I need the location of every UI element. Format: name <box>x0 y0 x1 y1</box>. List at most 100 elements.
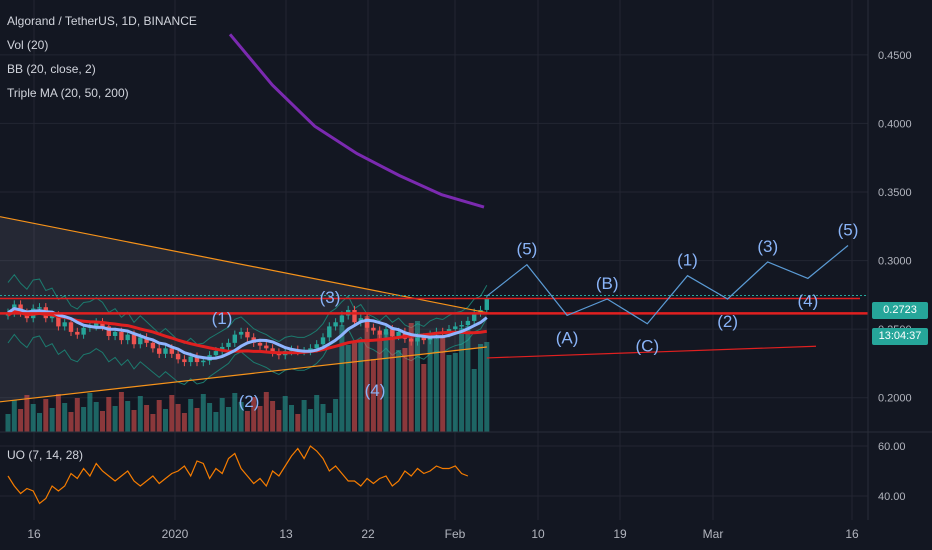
past-wave-label: (2) <box>239 392 260 411</box>
candle <box>453 326 458 330</box>
volume-bar <box>219 398 225 432</box>
volume-bar <box>295 414 301 432</box>
volume-bar <box>125 401 131 432</box>
volume-bar <box>68 412 74 432</box>
candle <box>163 348 168 354</box>
candle <box>169 348 174 354</box>
candle <box>213 351 219 356</box>
wave-label: (B) <box>596 274 619 293</box>
volume-bar <box>181 413 187 432</box>
volume-bar <box>377 334 383 432</box>
candle <box>188 356 193 363</box>
volume-bar <box>452 353 458 432</box>
volume-bar <box>364 316 370 432</box>
volume-bar <box>396 350 402 432</box>
wave-label: (C) <box>636 337 660 356</box>
candle <box>409 338 414 342</box>
volume-bar <box>251 397 257 432</box>
candle <box>484 298 489 310</box>
uo-tick-label: 40.00 <box>878 491 906 503</box>
past-wave-label: (3) <box>320 288 341 307</box>
volume-bar <box>478 344 483 432</box>
candle <box>138 337 143 345</box>
volume-bar <box>459 328 465 432</box>
volume-bar <box>213 412 219 432</box>
volume-bar <box>339 325 345 432</box>
volume-bar <box>433 337 439 432</box>
volume-bar <box>427 339 433 432</box>
candle <box>339 315 345 323</box>
volume-bar <box>402 348 408 432</box>
volume-bar <box>440 335 446 432</box>
wave-label: (A) <box>556 328 579 347</box>
candle <box>264 345 269 349</box>
candle <box>327 326 332 338</box>
candle <box>56 315 61 327</box>
candle <box>144 337 149 343</box>
candle <box>232 334 237 343</box>
wave-label: (3) <box>757 237 778 256</box>
volume-bar <box>100 411 105 432</box>
wave-label: (5) <box>517 240 538 259</box>
volume-bar <box>74 398 80 432</box>
candle <box>465 320 471 326</box>
volume-bar <box>49 408 55 432</box>
volume-bar <box>87 393 93 432</box>
candle <box>257 342 263 346</box>
chart-title: Algorand / TetherUS, 1D, BINANCE <box>7 14 197 28</box>
volume-bar <box>112 406 118 432</box>
volume-bar <box>93 402 99 432</box>
candle <box>352 309 357 323</box>
candle <box>383 329 389 335</box>
ma-50-line <box>7 309 488 355</box>
volume-bar <box>131 410 137 432</box>
volume-bar <box>446 355 452 432</box>
x-tick-label: 16 <box>845 527 859 541</box>
y-tick-label: 0.4000 <box>878 118 912 130</box>
y-tick-label: 0.2000 <box>878 393 912 405</box>
candle <box>94 322 99 327</box>
y-tick-label: 0.3500 <box>878 187 912 199</box>
volume-bar <box>62 403 68 432</box>
triple-ma-indicator-label[interactable]: Triple MA (20, 50, 200) <box>7 86 129 100</box>
volume-bar <box>257 406 263 432</box>
candle <box>238 331 244 335</box>
volume-bar <box>307 409 313 432</box>
candle <box>131 334 137 345</box>
candle <box>81 327 86 335</box>
candle <box>75 331 80 335</box>
candle <box>270 348 275 353</box>
candle <box>100 322 105 327</box>
x-tick-label: Feb <box>445 527 466 541</box>
volume-bar <box>465 326 471 432</box>
volume-bar <box>118 392 124 432</box>
volume-bar <box>389 330 395 432</box>
volume-bar <box>144 405 150 432</box>
candle <box>106 326 111 336</box>
past-wave-label: (1) <box>212 309 233 328</box>
x-tick-label: 10 <box>531 527 545 541</box>
past-wave-label: (4) <box>365 381 386 400</box>
volume-bar <box>5 414 11 432</box>
candle <box>371 327 376 331</box>
volume-bar <box>169 395 175 432</box>
uo-indicator-label[interactable]: UO (7, 14, 28) <box>7 448 84 462</box>
x-tick-label: 19 <box>613 527 627 541</box>
volume-bar <box>471 369 477 432</box>
candle <box>157 348 162 354</box>
volume-bar <box>43 399 49 432</box>
x-tick-label: 13 <box>279 527 293 541</box>
candle <box>390 329 395 336</box>
wave-projection-line <box>486 245 849 325</box>
volume-indicator-label[interactable]: Vol (20) <box>7 38 49 52</box>
volume-bar <box>415 321 420 432</box>
volume-bar <box>289 405 294 432</box>
volume-bar <box>11 400 17 432</box>
ma-20-line <box>7 307 488 361</box>
candle <box>201 360 206 363</box>
volume-bar <box>333 399 339 432</box>
bollinger-indicator-label[interactable]: BB (20, close, 2) <box>7 62 96 76</box>
x-tick-label: 22 <box>361 527 375 541</box>
candle <box>226 342 231 347</box>
